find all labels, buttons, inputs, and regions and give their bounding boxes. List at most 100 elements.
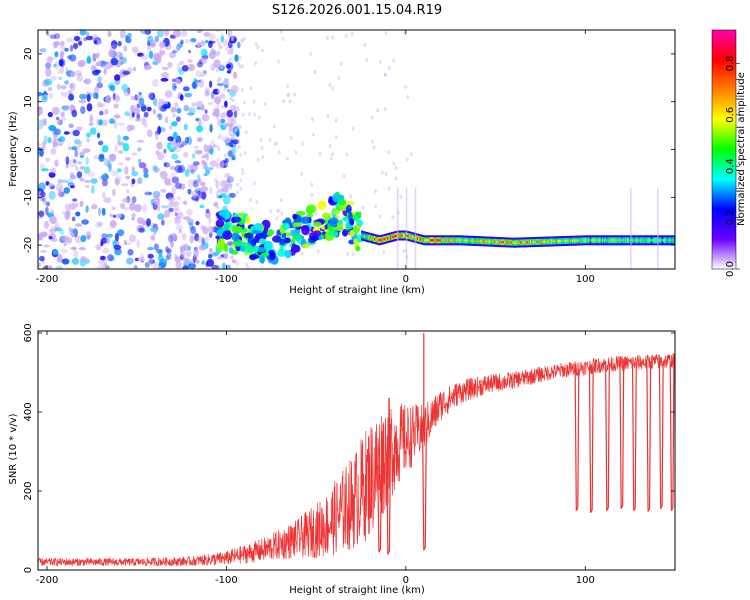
signal-band-core	[653, 239, 656, 242]
signal-band-core	[524, 241, 526, 244]
signal-blob	[279, 238, 286, 246]
noise-blob	[117, 229, 125, 237]
noise-blob	[75, 165, 79, 172]
noise-blob	[227, 150, 233, 157]
noise-blob	[175, 206, 181, 212]
signal-band-core	[477, 239, 479, 243]
noise-blob	[209, 123, 213, 133]
signal-band-core	[636, 239, 638, 242]
signal-blob	[357, 211, 362, 219]
signal-band-core	[482, 240, 484, 243]
noise-blob	[205, 166, 211, 174]
faint-blob	[221, 136, 225, 141]
signal-band-core	[468, 239, 470, 242]
noise-blob	[97, 76, 102, 83]
noise-blob	[59, 138, 64, 147]
faint-blob	[216, 30, 220, 33]
signal-band-core	[436, 239, 438, 242]
noise-blob	[196, 178, 201, 185]
noise-blob	[68, 123, 74, 129]
noise-blob	[117, 141, 125, 146]
colorbar-ticks: 0.0 0.2 0.4 0.6 0.8	[725, 55, 740, 277]
noise-blob	[50, 238, 58, 242]
noise-blob	[123, 207, 130, 211]
colorbar: 0.0 0.2 0.4 0.6 0.8 Normalized spectral ampl…	[711, 29, 747, 277]
noise-blob	[152, 61, 157, 65]
noise-blob	[122, 143, 130, 152]
noise-blob	[196, 30, 203, 34]
faint-blob	[374, 204, 378, 209]
noise-blob	[54, 61, 59, 70]
noise-blob	[74, 235, 83, 244]
noise-blob	[190, 169, 195, 175]
faint-blob	[245, 263, 249, 267]
noise-blob	[41, 197, 46, 202]
noise-blob	[44, 94, 48, 98]
noise-blob	[38, 182, 46, 191]
noise-blob	[121, 198, 129, 202]
signal-band-core	[370, 236, 373, 240]
signal-band-core	[437, 239, 439, 242]
noise-blob	[208, 40, 213, 49]
signal-band-core	[507, 241, 509, 244]
noise-blob	[160, 188, 166, 193]
noise-blob	[172, 131, 178, 140]
signal-band-core	[647, 239, 649, 242]
signal-blob	[301, 243, 310, 249]
noise-blob	[106, 160, 112, 168]
faint-blob	[310, 182, 314, 187]
signal-band-core	[470, 239, 473, 242]
noise-blob	[82, 219, 87, 225]
noise-blob	[148, 50, 154, 59]
noise-blob	[117, 168, 122, 173]
signal-blob	[338, 219, 343, 225]
signal-band-core	[423, 239, 425, 242]
faint-blob	[301, 141, 304, 146]
noise-blob	[54, 51, 59, 58]
signal-band-core	[577, 239, 579, 242]
noise-blob	[226, 172, 230, 178]
noise-blob	[177, 164, 186, 173]
y-tick-label: 0	[23, 146, 34, 152]
noise-blob	[196, 235, 204, 244]
signal-band-core	[498, 240, 501, 244]
signal-blob	[349, 230, 355, 237]
noise-blob	[113, 244, 122, 250]
noise-blob	[204, 236, 209, 245]
signal-band-core	[592, 239, 594, 242]
noise-blob	[209, 248, 213, 253]
faint-blob	[273, 141, 277, 146]
signal-band-core	[462, 239, 464, 242]
signal-band-core	[616, 239, 618, 242]
noise-blob	[173, 85, 177, 89]
x-tick-label: 100	[576, 274, 595, 285]
noise-blob	[169, 125, 173, 130]
signal-band-core	[611, 239, 614, 242]
signal-band-core	[463, 239, 465, 242]
faint-blob	[331, 152, 334, 157]
noise-blob	[40, 191, 46, 198]
noise-blob	[98, 175, 104, 180]
noise-blob	[69, 45, 74, 52]
noise-blob	[61, 235, 69, 242]
noise-blob	[232, 145, 237, 155]
faint-blob	[255, 200, 259, 205]
signal-band-core	[574, 239, 576, 242]
signal-band-core	[609, 239, 612, 242]
noise-blob	[38, 262, 42, 268]
faint-blob	[229, 96, 233, 101]
noise-blob	[67, 104, 76, 110]
faint-blob	[329, 156, 333, 161]
noise-blob	[124, 111, 131, 117]
signal-blob	[250, 239, 257, 247]
faint-blob	[243, 100, 246, 105]
x-tick-label: -200	[36, 274, 59, 285]
noise-blob	[97, 222, 103, 227]
snr-x-ticks: -200 -100 0 100	[36, 331, 595, 586]
noise-blob	[64, 80, 69, 85]
signal-band-core	[497, 240, 500, 244]
faint-blob	[222, 80, 226, 85]
noise-blob	[209, 147, 214, 155]
signal-band-core	[490, 240, 492, 243]
faint-blob	[260, 146, 264, 150]
